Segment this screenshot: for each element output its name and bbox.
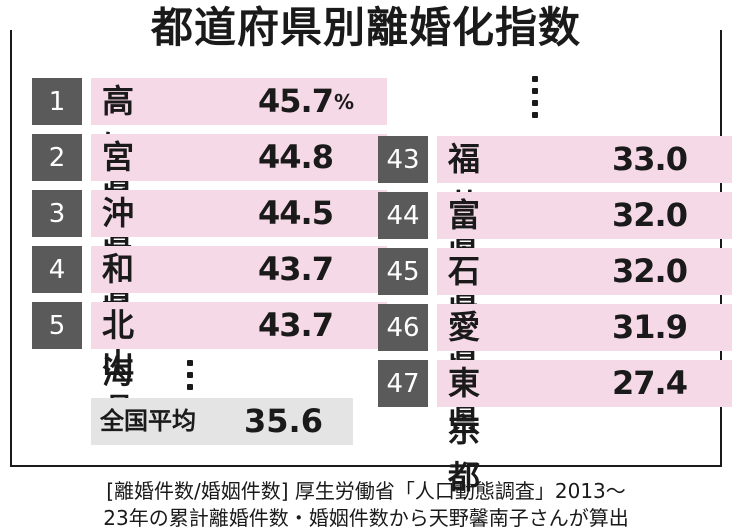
row-background — [91, 302, 387, 349]
index-value: 27.4 — [612, 364, 688, 402]
rank-badge: 43 — [378, 136, 428, 183]
prefecture-name: 沖縄県 — [102, 194, 136, 326]
prefecture-name: 北海道 — [102, 306, 136, 438]
footnote-line-2: 23年の累計離婚件数・婚姻件数から天野馨南子さんが算出 — [103, 506, 629, 530]
index-value: 44.5 — [258, 194, 334, 232]
ellipsis-icon — [186, 360, 194, 396]
prefecture-name: 福井県 — [448, 140, 482, 272]
rank-badge: 46 — [378, 304, 428, 351]
national-average-background — [91, 398, 353, 445]
rank-badge: 45 — [378, 248, 428, 295]
row-background — [91, 134, 387, 181]
rank-badge: 4 — [32, 246, 82, 293]
prefecture-name: 和歌山県 — [102, 250, 136, 429]
prefecture-name: 東京都 — [448, 364, 482, 496]
footnote-line-1: [離婚件数/婚姻件数] 厚生労働省「人口動態調査」2013〜 — [106, 479, 626, 503]
index-value: 45.7 — [258, 82, 334, 120]
prefecture-name: 石川県 — [448, 252, 482, 384]
rank-badge: 1 — [32, 78, 82, 125]
index-value: 31.9 — [612, 308, 688, 346]
rank-badge: 44 — [378, 192, 428, 239]
row-background — [91, 78, 387, 125]
row-background — [437, 304, 732, 351]
row-background — [91, 190, 387, 237]
prefecture-name: 高知県 — [102, 82, 136, 214]
index-value: 43.7 — [258, 306, 334, 344]
prefecture-name: 富山県 — [448, 196, 482, 328]
rank-badge: 3 — [32, 190, 82, 237]
row-background — [91, 246, 387, 293]
row-background — [437, 360, 732, 407]
row-background — [437, 136, 732, 183]
rank-badge: 47 — [378, 360, 428, 407]
prefecture-name: 宮崎県 — [102, 138, 136, 270]
page-title: 都道府県別離婚化指数 — [0, 2, 732, 54]
index-value: 43.7 — [258, 250, 334, 288]
row-background — [437, 192, 732, 239]
index-value: 44.8 — [258, 138, 334, 176]
rank-badge: 2 — [32, 134, 82, 181]
rank-badge: 5 — [32, 302, 82, 349]
prefecture-name: 愛知県 — [448, 308, 482, 440]
ellipsis-icon — [531, 76, 539, 124]
row-background — [437, 248, 732, 295]
index-value: 33.0 — [612, 140, 688, 178]
index-value: 32.0 — [612, 252, 688, 290]
index-value: 32.0 — [612, 196, 688, 234]
national-average-value: 35.6 — [244, 402, 323, 440]
unit-label: % — [334, 90, 355, 114]
national-average-label: 全国平均 — [100, 407, 196, 435]
